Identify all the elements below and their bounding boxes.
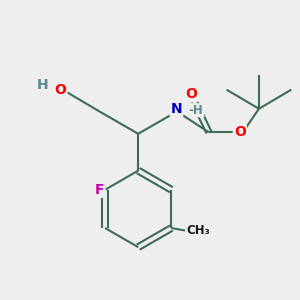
Text: F: F (95, 183, 104, 197)
Text: CH₃: CH₃ (186, 224, 210, 238)
Text: H: H (37, 78, 48, 92)
Text: N: N (171, 102, 182, 116)
Text: -H: -H (189, 104, 204, 117)
Text: O: O (185, 87, 197, 101)
Text: O: O (54, 82, 66, 97)
Text: O: O (234, 125, 246, 139)
